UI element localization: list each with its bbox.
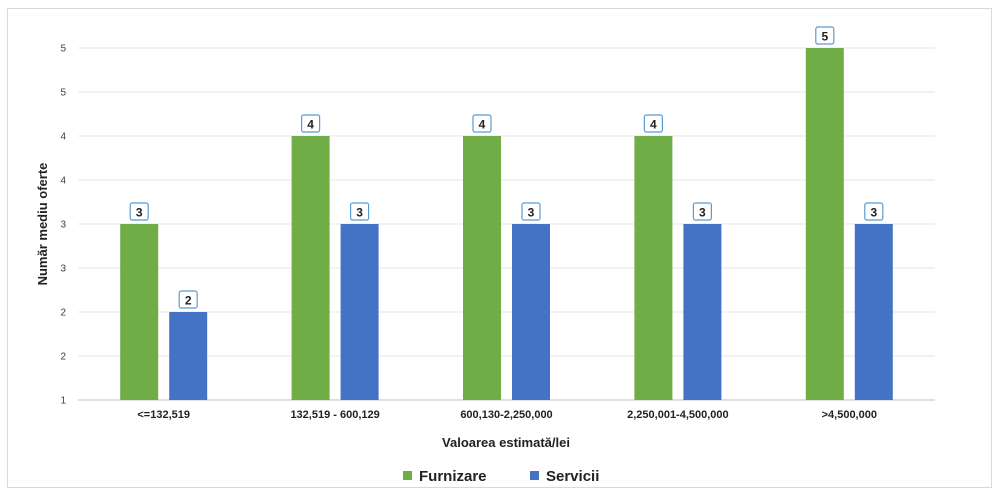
bar-furnizare	[805, 48, 844, 400]
y-tick-label: 5	[60, 88, 66, 99]
y-tick-label: 3	[60, 220, 66, 231]
data-label-box	[864, 202, 884, 221]
bar-servicii	[340, 224, 379, 400]
bar-furnizare	[120, 224, 159, 400]
x-category-label: <=132,519	[137, 409, 190, 421]
data-label: 2	[185, 294, 192, 308]
data-label: 3	[356, 206, 363, 220]
y-axis-title: Număr mediu oferte	[35, 163, 50, 286]
legend-label-servicii: Servicii	[546, 468, 599, 485]
data-label: 5	[821, 30, 828, 44]
data-label: 4	[479, 118, 486, 132]
data-label: 4	[650, 118, 657, 132]
x-category-label: 600,130-2,250,000	[460, 409, 552, 421]
y-tick-label: 2	[60, 352, 66, 363]
y-tick-label: 1	[60, 396, 66, 407]
data-label: 3	[528, 206, 535, 220]
bar-furnizare	[463, 136, 501, 400]
legend-swatch-servicii	[530, 471, 539, 480]
data-label-box	[692, 202, 713, 221]
data-label-box	[350, 202, 370, 221]
y-tick-label: 2	[60, 308, 66, 319]
y-tick-label: 4	[60, 176, 66, 187]
data-label-box	[815, 26, 835, 45]
bar-servicii	[683, 224, 722, 400]
data-label-box	[301, 114, 321, 133]
x-category-label: >4,500,000	[822, 409, 877, 421]
data-label-box	[129, 202, 149, 221]
y-tick-label: 4	[60, 132, 66, 143]
x-category-label: 132,519 - 600,129	[290, 409, 379, 421]
data-label-box	[521, 202, 541, 221]
bar-servicii	[854, 224, 893, 400]
bar-servicii	[169, 312, 208, 400]
y-tick-label: 5	[60, 44, 66, 55]
data-label: 3	[699, 206, 706, 220]
legend-swatch-furnizare	[403, 471, 412, 480]
x-axis-title: Valoarea estimată/lei	[442, 435, 570, 450]
data-label: 3	[870, 206, 877, 220]
bar-furnizare	[634, 136, 673, 400]
x-category-label: 2,250,001-4,500,000	[627, 409, 729, 421]
bar-servicii	[512, 224, 550, 400]
legend-label-furnizare: Furnizare	[419, 468, 487, 485]
data-label-box	[178, 290, 198, 309]
data-label-box	[643, 114, 664, 133]
bar-furnizare	[291, 136, 330, 400]
data-label: 4	[307, 118, 314, 132]
y-tick-label: 3	[60, 264, 66, 275]
data-label: 3	[136, 206, 143, 220]
data-label-box	[472, 114, 492, 133]
